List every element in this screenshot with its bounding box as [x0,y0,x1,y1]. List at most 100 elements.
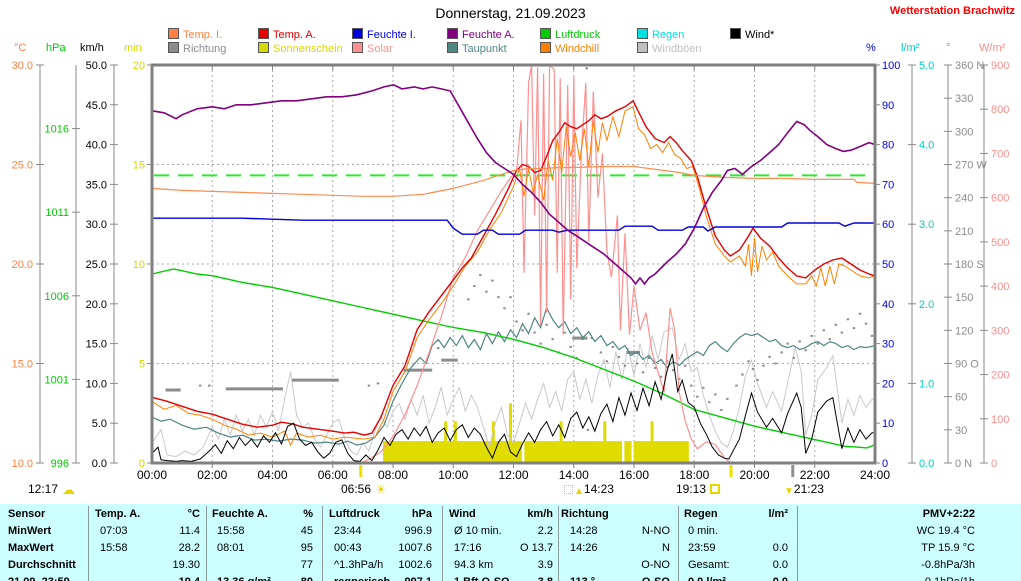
table-cell: 95 [300,542,313,554]
table-cell: 113 ° [570,576,595,581]
svg-text:35.0: 35.0 [86,179,107,191]
sun-icon: ☀ [375,482,387,497]
dotted-box-icon [564,485,573,494]
table-cell: 0.0 l/m² [688,576,726,581]
legend-label: Sonnenschein [273,43,343,55]
svg-text:40: 40 [882,299,894,311]
svg-text:15: 15 [133,160,145,172]
table-cell: 21.09. 23:59 [8,576,70,581]
legend-item-luftdruck: Luftdruck [540,28,600,41]
svg-text:200: 200 [991,370,1009,382]
svg-text:100: 100 [991,414,1009,426]
event-marker-06-56: 06:56 ☀ [341,482,387,497]
svg-text:45.0: 45.0 [86,100,107,112]
svg-text:10: 10 [133,259,145,271]
table-cell: 77 [300,559,313,571]
svg-text:20:00: 20:00 [739,468,769,482]
table-cell: 997.1 [0,576,432,581]
series-feuchte_a [151,84,876,286]
svg-text:1006: 1006 [45,291,69,303]
svg-text:3.0: 3.0 [919,219,934,231]
legend-item-wind-: Wind* [730,28,775,41]
table-cell: 08:01 [217,542,245,554]
svg-text:10.0: 10.0 [12,458,33,470]
svg-text:km/h: km/h [80,42,104,54]
svg-text:180 S: 180 S [955,259,984,271]
svg-text:04:00: 04:00 [257,468,287,482]
table-cell: °C [187,508,200,520]
svg-text:hPa: hPa [46,42,66,54]
svg-text:30: 30 [955,425,967,437]
svg-text:30.0: 30.0 [86,219,107,231]
svg-text:18:00: 18:00 [679,468,709,482]
table-cell: 45 [300,525,313,537]
gridlines [152,65,875,463]
table-cell: 28.2 [178,542,200,554]
table-cell: -0.1hPa/1h [0,576,975,581]
svg-text:600: 600 [991,193,1009,205]
table-cell: Durchschnitt [8,559,76,571]
table-cell: Gesamt: [688,559,730,571]
event-time: 14:23 [583,482,614,496]
table-cell: 23:44 [334,525,362,537]
event-time: 06:56 [341,482,372,496]
cloud-icon: ☁ [62,482,76,497]
svg-text:02:00: 02:00 [197,468,227,482]
legend-swatch [447,42,458,53]
event-time: 12:17 [28,482,59,496]
svg-text:996: 996 [51,458,69,470]
svg-text:06:00: 06:00 [318,468,348,482]
svg-text:22:00: 22:00 [800,468,830,482]
table-cell: WC 19.4 °C [916,525,975,537]
svg-text:15.0: 15.0 [12,359,33,371]
series-windboeen [151,326,875,458]
table-cell: km/h [527,508,553,520]
axis-lm2 [908,64,916,464]
table-cell: 14:28 [570,525,598,537]
svg-text:150: 150 [955,292,973,304]
svg-text:50: 50 [882,259,894,271]
legend-swatch [637,28,648,39]
legend-item-regen: Regen [637,28,684,41]
legend-label: Temp. I. [183,29,223,41]
event-marker-19-13: 19:13 [676,482,721,497]
table-cell: 07:03 [100,525,128,537]
svg-text:W/m²: W/m² [979,42,1006,54]
series-sonnenschein [383,403,689,462]
legend-item-windchill: Windchill [540,42,599,55]
svg-text:10:00: 10:00 [438,468,468,482]
event-marker-14-23: ▲14:23 [564,482,614,497]
table-cell: % [303,508,313,520]
svg-text:%: % [866,42,876,54]
table-cell: 0.0 [772,542,788,554]
legend-label: Wind* [745,29,775,41]
svg-text:500: 500 [991,237,1009,249]
series-wind [151,353,875,462]
table-separator [558,506,559,581]
svg-text:900: 900 [991,60,1009,72]
table-cell: Luftdruck [329,508,380,520]
page-title: Donnerstag, 21.09.2023 [435,5,586,21]
table-cell: 1007.6 [398,542,432,554]
table-cell: 0.0 [772,559,788,571]
table-cell: hPa [411,508,432,520]
svg-text:80: 80 [882,140,894,152]
svg-text:2.0: 2.0 [919,299,934,311]
svg-text:90 O: 90 O [955,359,979,371]
svg-text:1011: 1011 [45,207,69,219]
set-arrow-icon: ▼ [784,486,794,497]
svg-text:300: 300 [955,126,973,138]
table-cell: N-NO [641,525,670,537]
svg-text:30: 30 [882,339,894,351]
legend-swatch [447,28,458,39]
svg-text:1016: 1016 [45,124,69,136]
svg-text:16:00: 16:00 [619,468,649,482]
table-cell: Regen [684,508,718,520]
legend-swatch [352,42,363,53]
table-separator [206,506,207,581]
svg-text:5.0: 5.0 [92,418,107,430]
svg-text:300: 300 [991,325,1009,337]
event-time: 21:23 [793,482,824,496]
table-separator [88,506,89,581]
svg-text:70: 70 [882,179,894,191]
